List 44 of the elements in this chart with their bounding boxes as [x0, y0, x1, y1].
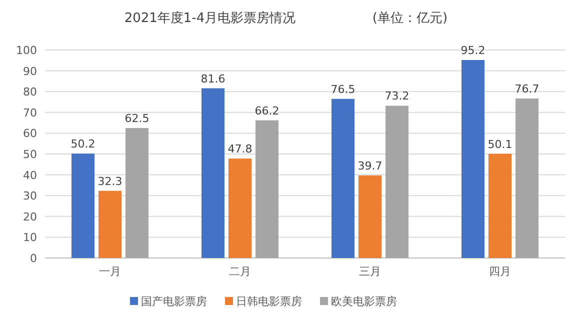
y-tick-label: 70: [23, 106, 37, 120]
y-tick-label: 20: [23, 210, 37, 224]
data-label: 95.2: [460, 44, 486, 57]
y-tick-label: 80: [23, 86, 37, 99]
data-label: 76.5: [330, 82, 356, 96]
bar: [488, 154, 512, 258]
chart-title: 2021年度1-4月电影票房情况: [124, 10, 296, 26]
y-tick-label: 30: [23, 190, 37, 203]
data-label: 32.3: [98, 174, 122, 188]
data-label: 47.8: [228, 142, 252, 156]
y-tick-label: 100: [16, 44, 37, 57]
x-tick-label: 一月: [99, 265, 121, 278]
x-tick-label: 三月: [359, 265, 381, 278]
data-label: 81.6: [200, 72, 226, 86]
bar: [332, 98, 354, 258]
data-label: 50.2: [70, 138, 96, 151]
bar: [386, 106, 408, 258]
legend-label: 欧美电影票房: [331, 295, 397, 308]
data-label: 50.1: [488, 138, 512, 151]
legend-label: 日韩电影票房: [236, 295, 302, 308]
y-tick-label: 50: [23, 148, 37, 161]
y-tick-label: 10: [23, 231, 37, 244]
data-label: 76.7: [514, 82, 540, 96]
legend-label: 国产电影票房: [141, 295, 207, 308]
bar: [72, 154, 94, 258]
x-tick-label: 四月: [489, 265, 511, 278]
data-label: 62.5: [124, 112, 150, 125]
bar: [462, 60, 484, 258]
chart-subtitle: (单位：亿元): [372, 11, 448, 26]
bar: [202, 88, 224, 258]
bar: [126, 128, 148, 258]
data-label: 39.7: [358, 159, 382, 172]
bar: [358, 175, 382, 258]
y-tick-label: 90: [23, 64, 37, 78]
bar: [228, 158, 252, 258]
y-tick-label: 60: [23, 127, 37, 140]
y-tick-label: 40: [23, 168, 37, 182]
bar: [98, 190, 122, 258]
data-label: 73.2: [384, 90, 410, 103]
x-tick-label: 二月: [229, 265, 251, 278]
bar: [516, 98, 538, 258]
data-label: 66.2: [254, 104, 280, 118]
bar: [256, 120, 278, 258]
y-tick-label: 0: [30, 252, 37, 265]
